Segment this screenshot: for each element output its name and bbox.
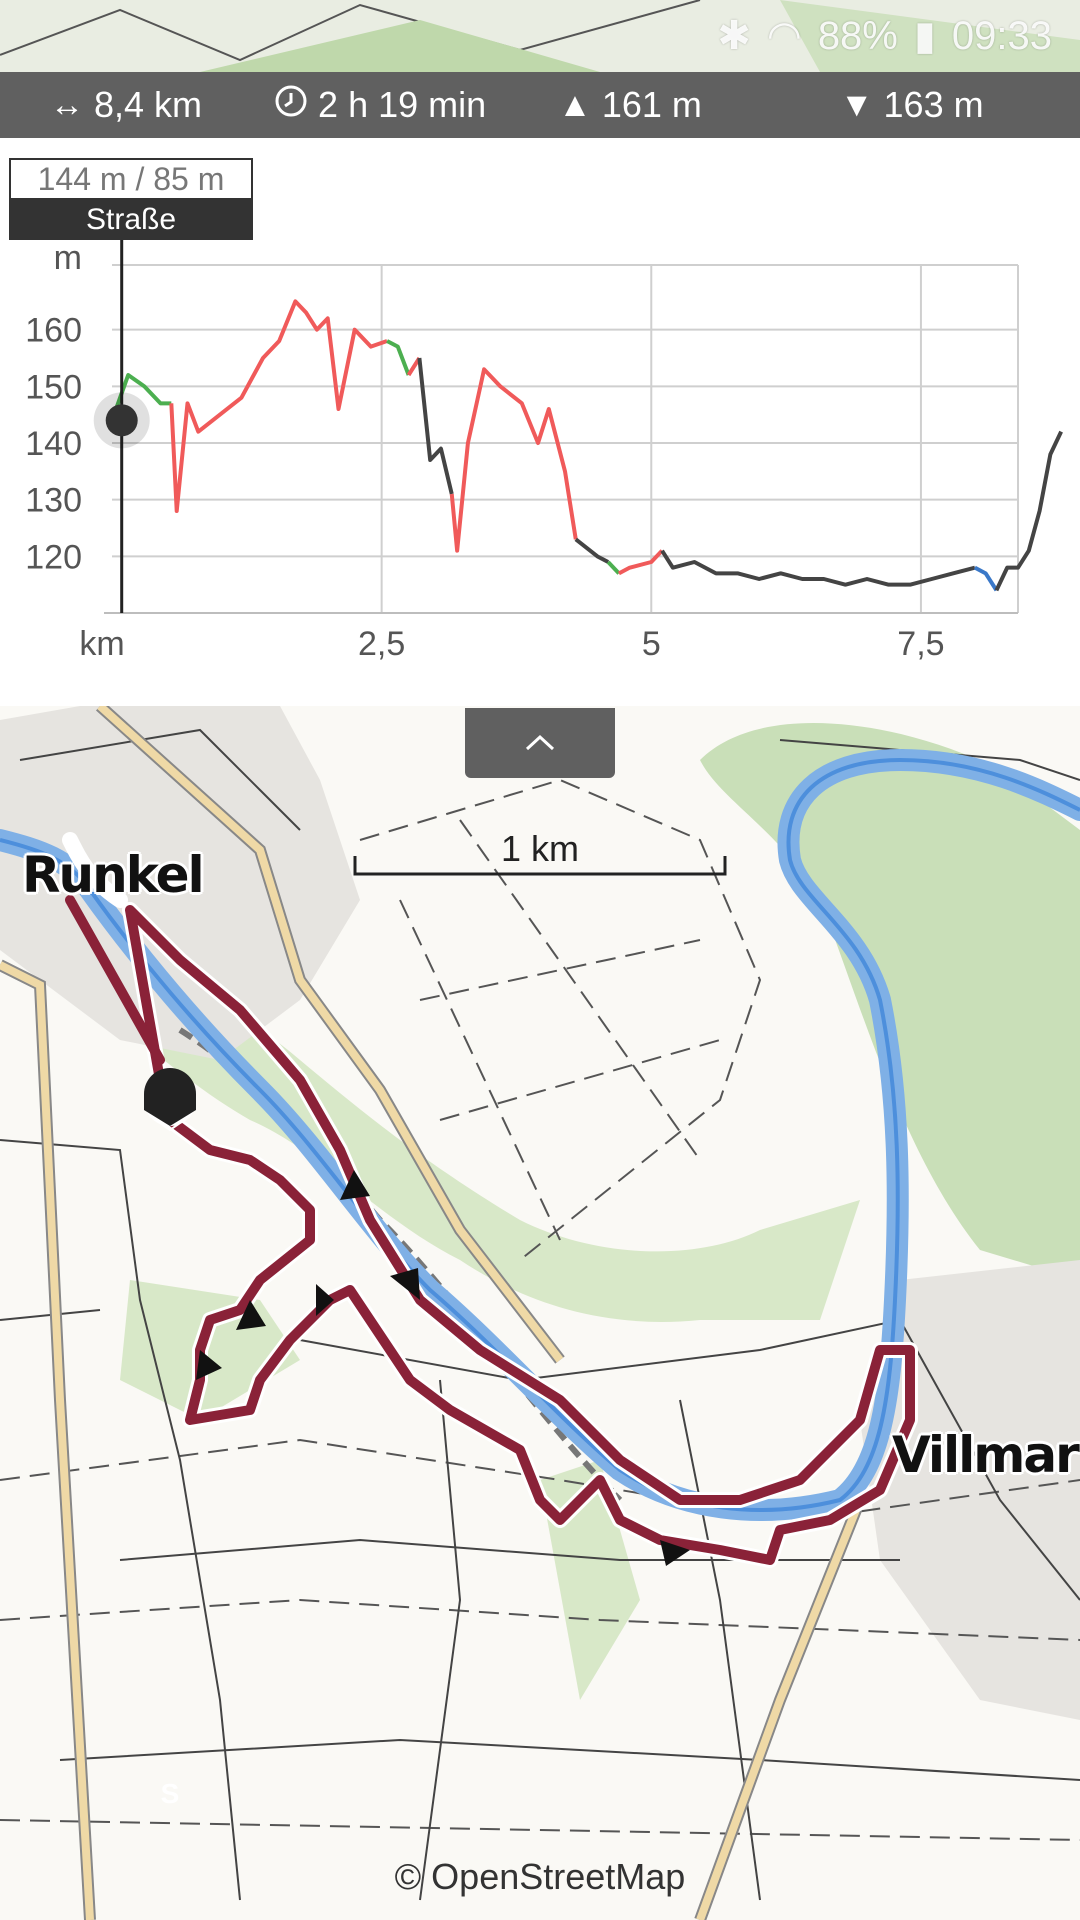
tooltip-values: 144 m / 85 m	[9, 158, 253, 200]
stat-ascent: ▲ 161 m	[558, 84, 702, 126]
route-direction-arrows	[196, 1170, 690, 1566]
y-axis-label: m	[54, 239, 82, 277]
bluetooth-icon: ✱	[717, 14, 751, 58]
elevation-series-line	[606, 560, 621, 575]
map-canvas[interactable]	[0, 706, 1080, 1920]
y-tick-label: 160	[25, 312, 82, 350]
y-tick-label: 150	[25, 368, 82, 406]
clock-icon	[274, 84, 308, 127]
y-tick-label: 130	[25, 482, 82, 520]
elevation-series-line	[994, 430, 1063, 592]
tooltip-surface: Straße	[9, 200, 253, 240]
clock-time: 09:33	[951, 13, 1052, 58]
elevation-series-line	[417, 357, 454, 495]
profile-tooltip: 144 m / 85 m Straße	[9, 158, 253, 240]
x-tick-label: 5	[642, 625, 661, 663]
battery-percent: 88%	[817, 13, 898, 58]
duration-value: 2 h 19 min	[318, 84, 487, 125]
place-label-villmar: Villmar	[892, 1426, 1080, 1484]
distance-arrows-icon: ↔	[50, 85, 84, 124]
elevation-series-line	[169, 299, 388, 513]
chevron-up-icon	[525, 734, 555, 751]
stat-descent: ▼ 163 m	[840, 84, 984, 126]
tour-stats-bar: ↔ 8,4 km 2 h 19 min ▲ 161 m ▼ 163 m	[0, 72, 1080, 138]
wifi-icon: ◠	[766, 14, 802, 58]
elevation-series-line	[386, 339, 411, 376]
ascent-triangle-icon: ▲	[558, 85, 592, 124]
elevation-series-line	[660, 549, 976, 587]
elevation-series-line	[406, 356, 422, 377]
status-map-art	[0, 0, 1080, 72]
elevation-chart[interactable]: 120 130 140 150 160 m 2,5 5 7,5 km	[0, 138, 1080, 706]
elevation-series-line	[574, 537, 610, 564]
descent-value: 163 m	[883, 84, 984, 125]
elevation-series-line	[617, 549, 664, 576]
stat-duration: 2 h 19 min	[274, 84, 486, 127]
scale-label: 1 km	[500, 828, 579, 869]
start-marker[interactable]	[144, 1068, 196, 1132]
y-tick-label: 120	[25, 538, 82, 576]
profile-cursor-dot	[105, 404, 138, 437]
ascent-value: 161 m	[601, 84, 702, 125]
collapse-profile-button[interactable]	[465, 708, 615, 778]
start-marker-label: S	[160, 1778, 180, 1809]
map-view[interactable]: S	[0, 706, 1080, 1920]
x-axis-label: km	[79, 625, 124, 663]
x-tick-label: 2,5	[358, 625, 405, 663]
map-attribution[interactable]: © OpenStreetMap	[394, 1856, 686, 1897]
field-boundaries	[0, 778, 1080, 1841]
river-lahn-edge	[0, 757, 1080, 1512]
elevation-series-line	[449, 367, 578, 553]
town-area-runkel	[0, 706, 360, 1060]
distance-value: 8,4 km	[94, 84, 203, 125]
battery-icon: ▮	[913, 14, 936, 58]
status-bar-map-background: ✱ ◠ 88% ▮ 09:33	[0, 0, 1080, 72]
descent-triangle-icon: ▼	[839, 85, 874, 124]
place-label-runkel: Runkel	[22, 846, 205, 904]
tour-route	[62, 832, 918, 1568]
scale-bar	[353, 856, 727, 876]
stat-distance: ↔ 8,4 km	[50, 84, 202, 126]
main-roads	[0, 706, 866, 1920]
status-icons: ✱ ◠ 88% ▮ 09:33	[717, 12, 1052, 60]
x-tick-label: 7,5	[897, 625, 944, 663]
y-tick-label: 140	[25, 425, 82, 463]
elevation-series-line	[973, 565, 999, 592]
